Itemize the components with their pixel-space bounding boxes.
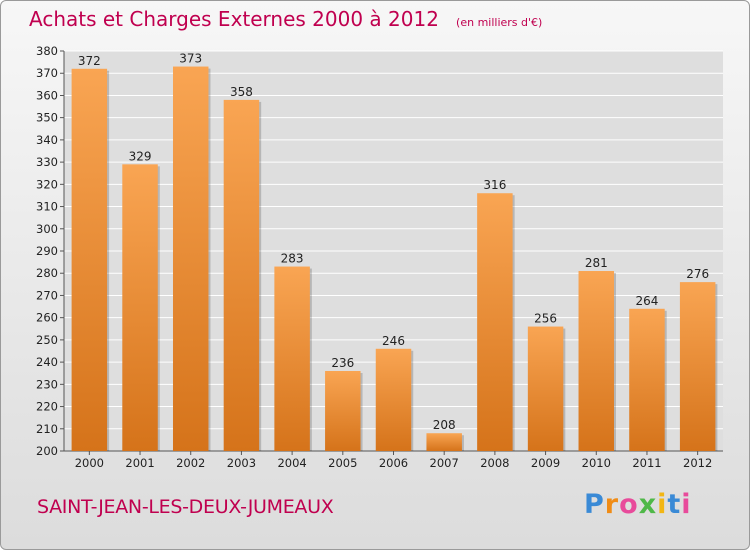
y-tick-label: 260: [36, 311, 58, 325]
bar-2008: [477, 193, 513, 451]
data-label: 236: [331, 356, 354, 370]
data-label: 281: [585, 256, 608, 270]
bar-2004: [274, 266, 310, 451]
data-label: 264: [636, 294, 659, 308]
x-tick-label: 2005: [328, 456, 357, 470]
bars: [71, 66, 718, 452]
bar-2010: [578, 271, 615, 451]
x-tick-label: 2003: [227, 456, 256, 470]
y-tick-label: 340: [36, 133, 58, 147]
bar-2002: [172, 66, 209, 452]
bar-2006: [375, 348, 412, 451]
y-tick-label: 300: [36, 222, 58, 236]
data-label: 358: [230, 85, 253, 99]
y-tick-label: 310: [36, 200, 58, 214]
data-label: 372: [78, 54, 101, 68]
y-tick-label: 210: [36, 422, 58, 436]
data-label: 283: [281, 252, 304, 266]
y-tick-label: 370: [36, 66, 58, 80]
x-tick-label: 2010: [582, 456, 611, 470]
y-tick-label: 270: [36, 288, 58, 302]
data-label: 373: [179, 52, 202, 66]
x-tick-label: 2012: [683, 456, 712, 470]
y-tick-label: 200: [36, 444, 58, 458]
x-tick-label: 2001: [125, 456, 154, 470]
x-tick-label: 2007: [430, 456, 459, 470]
x-tick-label: 2011: [632, 456, 661, 470]
data-label: 329: [129, 149, 152, 163]
data-label: 246: [382, 334, 405, 348]
chart-unit: (en milliers d'€): [456, 16, 543, 29]
x-tick-label: 2008: [480, 456, 509, 470]
x-tick-label: 2000: [75, 456, 104, 470]
x-tick-label: 2002: [176, 456, 205, 470]
title-row: Achats et Charges Externes 2000 à 2012 (…: [29, 7, 542, 31]
y-tick-label: 280: [36, 266, 58, 280]
x-tick-label: 2006: [379, 456, 408, 470]
bar-2005: [325, 371, 361, 451]
bar-2000: [71, 68, 108, 452]
commune-name: SAINT-JEAN-LES-DEUX-JUMEAUX: [37, 496, 334, 518]
bar-2011: [629, 308, 665, 451]
y-tick-label: 230: [36, 377, 58, 391]
y-tick-label: 350: [36, 111, 58, 125]
proxiti-logo: Proxiti: [584, 489, 692, 520]
chart-title: Achats et Charges Externes 2000 à 2012: [29, 7, 439, 31]
y-tick-label: 380: [36, 44, 58, 58]
y-tick-label: 360: [36, 88, 58, 102]
labels: 372 2000 329 2001 373 2002 358 2003 283 2004 236 20…: [75, 52, 713, 470]
x-tick-label: 2004: [277, 456, 306, 470]
y-tick-label: 290: [36, 244, 58, 258]
bar-2001: [122, 164, 158, 452]
x-tick-label: 2009: [531, 456, 560, 470]
bar-2003: [223, 99, 260, 451]
y-tick-label: 250: [36, 333, 58, 347]
data-label: 276: [686, 267, 709, 281]
data-label: 316: [483, 178, 506, 192]
bar-2009: [527, 326, 564, 451]
y-tick-label: 320: [36, 177, 58, 191]
y-tick-label: 330: [36, 155, 58, 169]
y-tick-label: 220: [36, 400, 58, 414]
bar-2007: [426, 433, 462, 451]
data-label: 256: [534, 312, 557, 326]
y-tick-label: 240: [36, 355, 58, 369]
bar-2012: [679, 282, 716, 451]
data-label: 208: [433, 418, 456, 432]
